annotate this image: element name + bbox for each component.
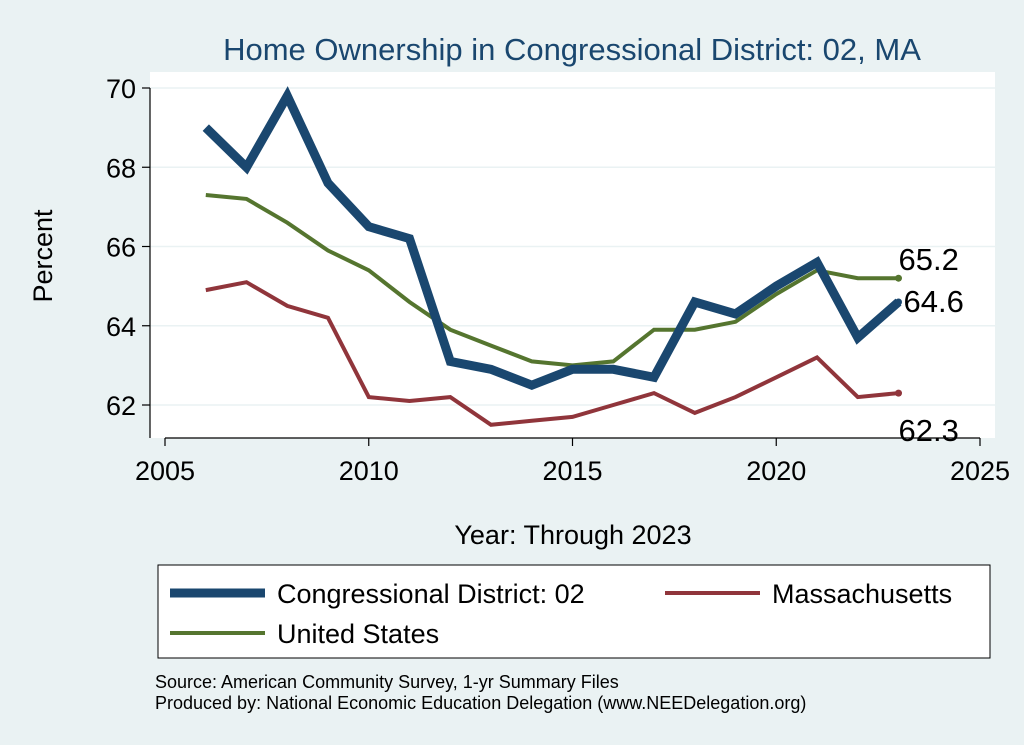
series-line-congressional-district-02 <box>202 86 902 391</box>
chart-title: Home Ownership in Congressional District… <box>223 32 921 67</box>
x-tick-label-2015: 2015 <box>542 456 602 486</box>
y-axis-label: Percent <box>28 209 58 303</box>
legend: Congressional District: 02 Massachusetts U… <box>170 579 952 649</box>
x-axis-label: Year: Through 2023 <box>454 520 691 550</box>
axes: 62 64 66 68 70 2005 2010 2015 2020 2025 <box>106 74 1010 486</box>
end-point-massachusetts <box>895 389 902 397</box>
legend-label-massachusetts: Massachusetts <box>772 579 952 609</box>
end-label-massachusetts: 62.3 <box>899 413 959 448</box>
x-tick-label-2020: 2020 <box>746 456 806 486</box>
y-tick-label-66: 66 <box>106 233 136 263</box>
end-point-united-states <box>895 274 902 282</box>
legend-box <box>157 564 991 659</box>
series-group <box>202 86 902 427</box>
source-line-2: Produced by: National Economic Education… <box>155 693 806 713</box>
y-tick-label-62: 62 <box>106 391 136 421</box>
y-tick-label-64: 64 <box>106 312 136 342</box>
end-label-congressional-district-02: 64.6 <box>904 284 964 319</box>
legend-label-congressional-district-02: Congressional District: 02 <box>277 579 585 609</box>
y-tick-label-70: 70 <box>106 74 136 104</box>
y-tick-label-68: 68 <box>106 153 136 183</box>
end-label-united-states: 65.2 <box>899 242 959 277</box>
plot-area <box>150 72 995 438</box>
legend-label-united-states: United States <box>277 619 439 649</box>
grid <box>150 87 995 406</box>
end-labels: 64.6 62.3 65.2 <box>899 242 964 448</box>
x-tick-label-2025: 2025 <box>950 456 1010 486</box>
end-point-congressional-district-02 <box>895 298 902 306</box>
x-tick-label-2010: 2010 <box>339 456 399 486</box>
source-line-1: Source: American Community Survey, 1-yr … <box>155 672 619 692</box>
series-line-massachusetts <box>205 280 899 427</box>
series-line-united-states <box>205 193 899 368</box>
x-tick-label-2005: 2005 <box>135 456 195 486</box>
